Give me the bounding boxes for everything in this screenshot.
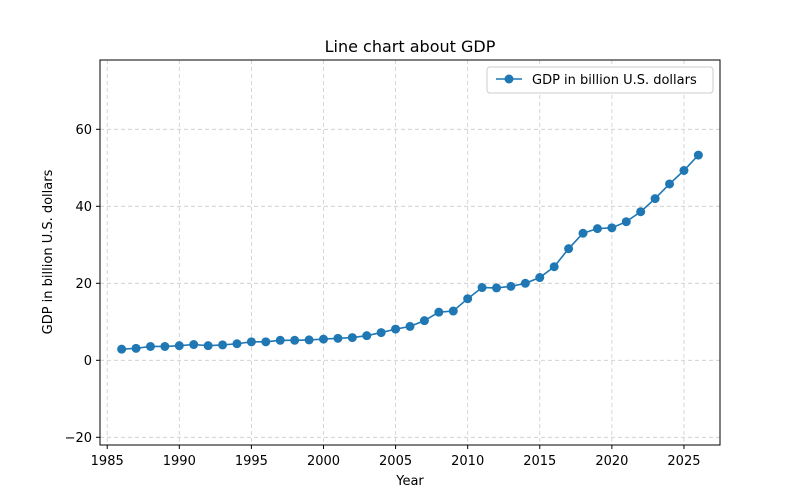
y-tick-label: 0 — [84, 354, 92, 369]
y-tick-label: −20 — [65, 431, 92, 446]
data-point — [362, 331, 372, 341]
data-point — [477, 283, 487, 293]
data-point — [376, 328, 386, 338]
data-point — [549, 262, 559, 272]
data-point — [174, 341, 184, 351]
axis-ticks: 1985 1990 1995 2000 2005 2010 2015 2020 2025 −20 0… — [65, 123, 701, 469]
data-point — [520, 278, 530, 288]
y-axis-label: GDP in billion U.S. dollars — [41, 169, 56, 334]
data-point — [492, 283, 502, 293]
data-point — [290, 335, 300, 345]
data-point — [636, 207, 646, 217]
data-point — [578, 228, 588, 238]
chart-title: Line chart about GDP — [325, 37, 496, 56]
data-point — [621, 217, 631, 227]
data-point — [117, 344, 127, 354]
data-point — [607, 223, 617, 233]
data-point — [463, 294, 473, 304]
x-tick-label: 1985 — [91, 454, 124, 469]
data-point — [592, 224, 602, 234]
data-point — [131, 343, 141, 353]
data-point — [145, 341, 155, 351]
x-tick-label: 2025 — [667, 454, 700, 469]
data-point — [347, 333, 357, 343]
x-axis-label: Year — [395, 474, 424, 489]
x-tick-label: 2020 — [595, 454, 628, 469]
data-point — [160, 341, 170, 351]
data-point — [391, 324, 401, 334]
data-point — [419, 316, 429, 326]
data-point — [434, 307, 444, 317]
x-tick-label: 2005 — [379, 454, 412, 469]
y-tick-label: 40 — [75, 200, 92, 215]
legend-label: GDP in billion U.S. dollars — [532, 73, 697, 88]
data-point — [304, 335, 314, 345]
data-point — [564, 244, 574, 254]
data-point — [333, 333, 343, 343]
data-point — [405, 321, 415, 331]
x-tick-label: 2000 — [307, 454, 340, 469]
legend-marker-swatch — [504, 74, 514, 84]
grid-lines — [100, 60, 720, 445]
data-point — [246, 337, 256, 347]
plot-frame — [99, 59, 721, 446]
data-point — [506, 281, 516, 291]
legend-box — [486, 66, 714, 94]
data-point — [448, 306, 458, 316]
legend: GDP in billion U.S. dollars — [486, 66, 714, 94]
series-layer — [117, 150, 703, 354]
data-point — [189, 340, 199, 350]
x-tick-label: 1995 — [235, 454, 268, 469]
data-point — [232, 339, 242, 349]
data-point — [665, 179, 675, 189]
y-tick-label: 60 — [75, 123, 92, 138]
data-point — [535, 273, 545, 283]
data-point — [318, 334, 328, 344]
data-point — [218, 340, 228, 350]
data-point — [693, 150, 703, 160]
data-point — [650, 194, 660, 204]
x-tick-label: 1990 — [163, 454, 196, 469]
data-point — [275, 335, 285, 345]
x-tick-label: 2015 — [523, 454, 556, 469]
x-tick-label: 2010 — [451, 454, 484, 469]
data-point — [679, 165, 689, 175]
data-point — [203, 341, 213, 351]
data-point — [261, 337, 271, 347]
y-tick-label: 20 — [75, 277, 92, 292]
